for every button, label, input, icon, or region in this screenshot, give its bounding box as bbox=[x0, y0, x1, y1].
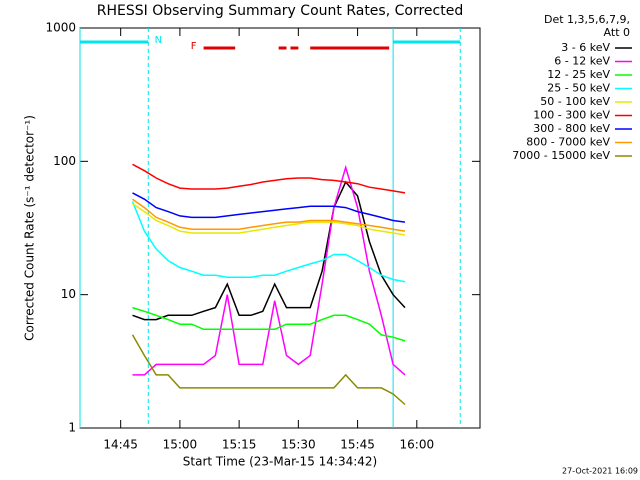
series-line bbox=[132, 164, 406, 376]
legend-label: 25 - 50 keV bbox=[547, 82, 610, 95]
x-axis-label: Start Time (23-Mar-15 14:34:42) bbox=[183, 455, 377, 469]
series-line bbox=[132, 192, 406, 223]
series-line bbox=[131, 201, 406, 283]
x-tick-label: 15:30 bbox=[281, 438, 316, 452]
y-tick-label: 100 bbox=[53, 154, 76, 168]
x-tick-label: 15:15 bbox=[222, 438, 257, 452]
legend-header: Det 1,3,5,6,7,9, bbox=[544, 13, 630, 26]
y-axis-label: Corrected Count Rate (s⁻¹ detector⁻¹) bbox=[23, 115, 37, 341]
legend-label: 100 - 300 keV bbox=[533, 109, 610, 122]
flag-label: N bbox=[155, 35, 162, 46]
x-tick-label: 14:45 bbox=[103, 438, 138, 452]
y-tick-label: 1 bbox=[68, 421, 76, 435]
series-line bbox=[131, 334, 406, 406]
series-line bbox=[132, 180, 406, 321]
legend-label: 6 - 12 keV bbox=[554, 55, 610, 68]
chart-title: RHESSI Observing Summary Count Rates, Co… bbox=[97, 3, 463, 19]
footer: 27-Oct-2021 16:09 bbox=[562, 467, 638, 476]
series-line bbox=[132, 306, 406, 342]
legend-label: 800 - 7000 keV bbox=[526, 136, 610, 149]
legend-label: 50 - 100 keV bbox=[540, 95, 610, 108]
y-tick-label: 10 bbox=[61, 287, 76, 301]
series-line bbox=[132, 203, 406, 236]
flag-label: F bbox=[191, 41, 197, 52]
legend-label: 7000 - 15000 keV bbox=[512, 149, 610, 162]
series-line bbox=[132, 163, 406, 194]
legend-label: 3 - 6 keV bbox=[561, 41, 610, 54]
plot-frame bbox=[79, 27, 481, 429]
legend-header: Att 0 bbox=[604, 26, 630, 39]
x-tick-label: 16:00 bbox=[400, 438, 435, 452]
x-tick-label: 15:45 bbox=[340, 438, 375, 452]
x-tick-label: 15:00 bbox=[163, 438, 198, 452]
legend-label: 12 - 25 keV bbox=[547, 68, 610, 81]
y-tick-label: 1000 bbox=[45, 21, 76, 35]
series-line bbox=[132, 198, 406, 232]
legend-label: 300 - 800 keV bbox=[533, 122, 610, 135]
